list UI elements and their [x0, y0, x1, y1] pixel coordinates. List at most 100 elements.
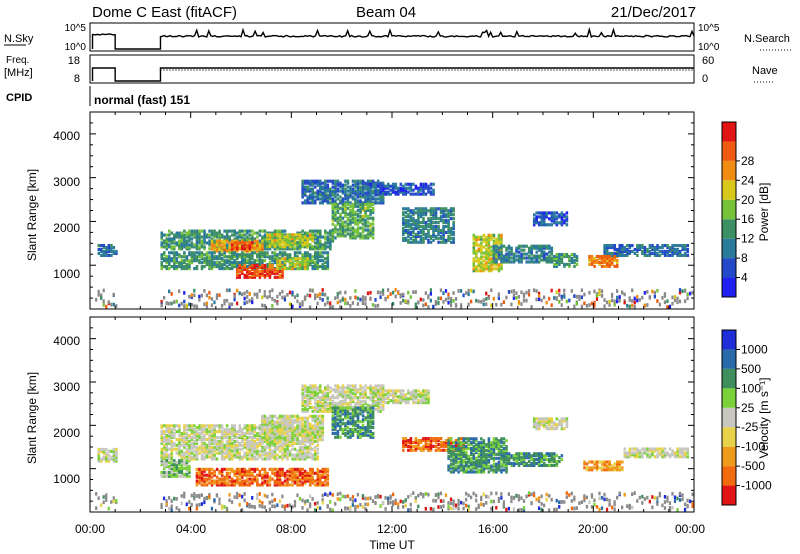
- scatter-cell: [276, 271, 279, 275]
- scatter-cell: [258, 483, 262, 487]
- scatter-cell: [276, 477, 279, 481]
- scatter-cell: [369, 202, 372, 206]
- scatter-cell: [180, 453, 184, 457]
- scatter-cell: [306, 199, 309, 203]
- scatter-cell: [261, 271, 264, 275]
- scatter-cell: [303, 235, 307, 239]
- scatter-cell: [434, 213, 438, 217]
- scatter-cell: [475, 249, 478, 253]
- ground-scatter-cell: [404, 503, 407, 508]
- scatter-cell: [278, 241, 282, 245]
- scatter-cell: [205, 455, 209, 459]
- scatter-cell: [190, 245, 194, 249]
- scatter-cell: [110, 455, 113, 459]
- scatter-cell: [495, 267, 498, 271]
- scatter-cell: [537, 254, 541, 258]
- scatter-cell: [223, 243, 226, 247]
- ground-scatter-cell: [666, 499, 669, 503]
- scatter-cell: [560, 254, 564, 259]
- scatter-cell: [276, 471, 279, 475]
- scatter-cell: [374, 197, 377, 201]
- scatter-cell: [344, 197, 347, 201]
- scatter-cell: [366, 228, 370, 232]
- scatter-cell: [256, 467, 259, 471]
- scatter-cell: [278, 471, 282, 475]
- scatter-cell: [666, 253, 669, 257]
- scatter-cell: [359, 232, 362, 236]
- scatter-cell: [643, 245, 647, 250]
- scatter-cell: [301, 179, 304, 183]
- scatter-cell: [178, 470, 181, 474]
- ground-scatter-cell: [223, 505, 226, 509]
- ground-scatter-cell: [334, 296, 337, 300]
- scatter-cell: [97, 449, 101, 453]
- scatter-cell: [316, 479, 320, 483]
- scatter-cell: [173, 237, 176, 241]
- scatter-cell: [668, 245, 672, 250]
- scatter-cell: [271, 257, 274, 261]
- scatter-cell: [303, 201, 307, 205]
- scatter-cell: [208, 445, 211, 449]
- ground-scatter-cell: [220, 303, 224, 308]
- scatter-cell: [500, 244, 503, 248]
- scatter-cell: [246, 239, 249, 243]
- ground-scatter-cell: [402, 292, 405, 297]
- scatter-cell: [324, 229, 327, 233]
- ground-scatter-cell: [409, 507, 412, 512]
- scatter-cell: [530, 260, 533, 264]
- scatter-cell: [160, 451, 163, 455]
- scatter-cell: [371, 197, 375, 201]
- ground-scatter-cell: [633, 491, 636, 495]
- scatter-cell: [480, 245, 483, 249]
- scatter-cell: [311, 199, 314, 203]
- scatter-cell: [303, 193, 307, 197]
- scatter-cell: [183, 424, 186, 428]
- scatter-cell: [605, 249, 609, 254]
- scatter-cell: [225, 475, 229, 479]
- scatter-cell: [248, 428, 252, 432]
- scatter-cell: [361, 208, 365, 212]
- scatter-cell: [168, 470, 171, 474]
- scatter-cell: [188, 231, 191, 235]
- ground-scatter-cell: [540, 298, 543, 303]
- scatter-cell: [683, 247, 687, 252]
- ground-scatter-cell: [545, 497, 548, 502]
- scatter-cell: [278, 235, 282, 239]
- scatter-cell: [432, 228, 435, 233]
- scatter-cell: [361, 226, 365, 230]
- scatter-cell: [351, 232, 355, 236]
- scatter-cell: [663, 253, 667, 257]
- scatter-cell: [258, 426, 262, 430]
- scatter-cell: [258, 229, 262, 233]
- ground-scatter-cell: [397, 291, 400, 295]
- scatter-cell: [170, 463, 174, 467]
- scatter-cell: [210, 471, 214, 475]
- scatter-cell: [530, 250, 533, 254]
- scatter-cell: [535, 219, 538, 223]
- ground-scatter-cell: [615, 495, 619, 500]
- scatter-cell: [356, 179, 360, 183]
- scatter-cell: [243, 424, 247, 428]
- scatter-cell: [321, 191, 325, 195]
- scatter-cell: [165, 247, 169, 251]
- scatter-cell: [180, 255, 184, 259]
- scatter-cell: [291, 434, 294, 438]
- ground-scatter-cell: [573, 294, 576, 298]
- scatter-cell: [291, 457, 294, 461]
- scatter-cell: [482, 239, 486, 243]
- scatter-cell: [306, 185, 309, 189]
- scatter-cell: [293, 441, 297, 445]
- ground-scatter-cell: [444, 289, 448, 293]
- scatter-cell: [225, 255, 229, 259]
- scatter-cell: [281, 467, 284, 471]
- ground-scatter-cell: [384, 496, 387, 500]
- scatter-cell: [183, 453, 186, 457]
- ground-scatter-cell: [658, 302, 662, 307]
- scatter-cell: [316, 181, 320, 185]
- scatter-cell: [424, 234, 428, 238]
- scatter-cell: [160, 424, 163, 428]
- scatter-cell: [190, 441, 194, 445]
- scatter-cell: [631, 249, 634, 254]
- scatter-cell: [487, 251, 491, 255]
- scatter-cell: [646, 253, 649, 257]
